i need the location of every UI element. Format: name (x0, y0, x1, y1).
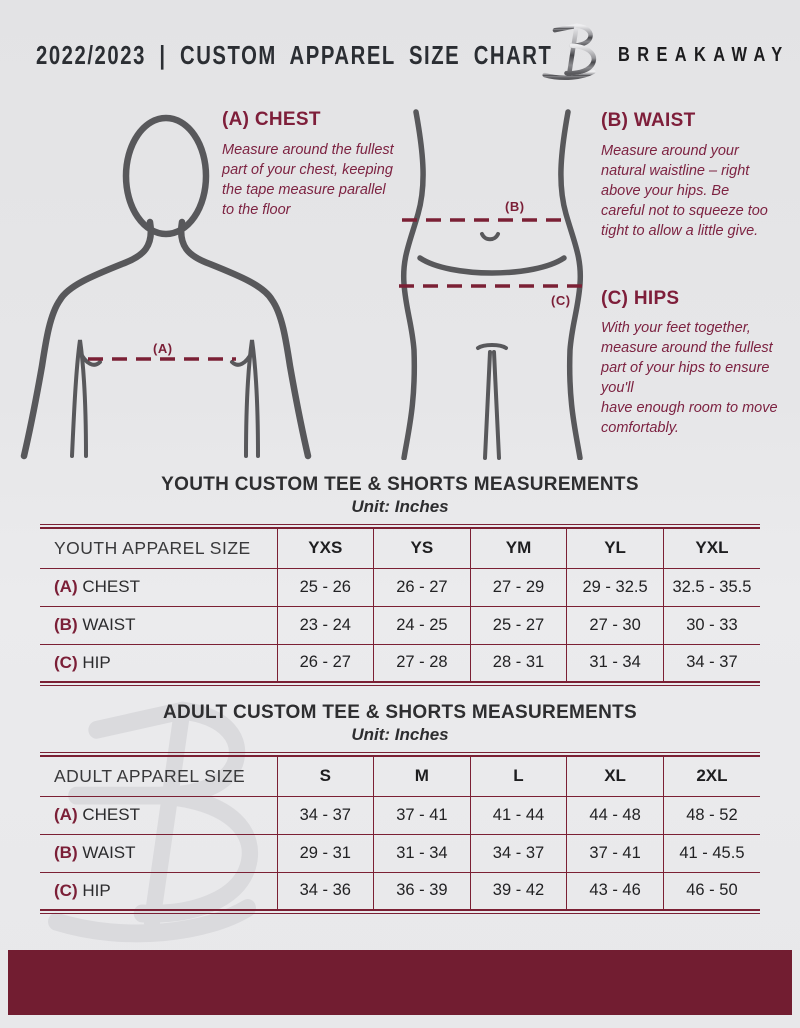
size-column-header: L (469, 756, 567, 797)
footer-bar (8, 950, 792, 1015)
lower-body-figure (399, 109, 586, 460)
measurement-row: (B) WAIST 23 - 24 24 - 25 25 - 27 27 - 30 30 … (40, 606, 760, 645)
waist-guide-description: Measure around your natural waistline – … (601, 143, 768, 239)
youth-size-section: YOUTH CUSTOM TEE & SHORTS MEASUREMENTS U… (40, 474, 760, 686)
size-label-cell: YOUTH APPAREL SIZE (40, 528, 277, 569)
hips-guide-heading: (C) HIPS (601, 288, 680, 309)
size-column-header: YXL (662, 528, 760, 569)
measurement-value-cell: 34 - 36 (276, 872, 374, 910)
measurement-row: (B) WAIST 29 - 31 31 - 34 34 - 37 37 - 41 41 … (40, 834, 760, 873)
measurement-row: (C) HIP 26 - 27 27 - 28 28 - 31 31 - 34 34 - … (40, 644, 760, 682)
measurement-row: (A) CHEST 34 - 37 37 - 41 41 - 44 44 - 48 48 … (40, 796, 760, 835)
youth-measurements-table: YOUTH APPAREL SIZE YXS YS YM YL YXL (A) CHEST 2… (40, 527, 760, 683)
measurement-row: (C) HIP 34 - 36 36 - 39 39 - 42 43 - 46 46 - … (40, 872, 760, 910)
chest-guide-description: Measure around the fullest part of your … (222, 142, 394, 218)
measurement-value-cell: 24 - 25 (373, 606, 471, 645)
measurement-value-cell: 29 - 32.5 (566, 568, 664, 607)
adult-size-section: ADULT CUSTOM TEE & SHORTS MEASUREMENTS U… (40, 702, 760, 914)
youth-table-unit: Unit: Inches (351, 497, 449, 516)
size-column-header: YXS (276, 528, 374, 569)
measurement-value-cell: 26 - 27 (276, 644, 374, 682)
size-column-header: S (276, 756, 374, 797)
chest-line-marker: (A) (153, 341, 173, 356)
measurement-value-cell: 44 - 48 (566, 796, 664, 835)
brand-name: BREAKAWAY (618, 44, 790, 66)
size-column-header: XL (566, 756, 664, 797)
adult-table-unit: Unit: Inches (351, 725, 449, 744)
measurement-value-cell: 27 - 28 (373, 644, 471, 682)
measurement-value-cell: 23 - 24 (276, 606, 374, 645)
hips-guide-description: With your feet together, measure around … (601, 320, 778, 436)
waist-guide-heading: (B) WAIST (601, 110, 696, 131)
hips-line-marker: (C) (551, 293, 571, 308)
measurement-value-cell: 48 - 52 (662, 796, 760, 835)
measurement-value-cell: 27 - 30 (566, 606, 664, 645)
size-column-header: YL (566, 528, 664, 569)
measurement-value-cell: 36 - 39 (373, 872, 471, 910)
measurement-label-cell: (C) HIP (54, 652, 111, 672)
measurement-value-cell: 30 - 33 (662, 606, 760, 645)
measurement-value-cell: 28 - 31 (469, 644, 567, 682)
adult-table-title: ADULT CUSTOM TEE & SHORTS MEASUREMENTS (162, 702, 638, 723)
measurement-value-cell: 34 - 37 (469, 834, 567, 873)
size-column-header: 2XL (662, 756, 760, 797)
measurement-value-cell: 34 - 37 (662, 644, 760, 682)
size-column-header: YM (469, 528, 567, 569)
size-column-header: YS (373, 528, 471, 569)
measurement-value-cell: 29 - 31 (276, 834, 374, 873)
measurement-value-cell: 34 - 37 (276, 796, 374, 835)
youth-table-title: YOUTH CUSTOM TEE & SHORTS MEASUREMENTS (161, 474, 639, 495)
breakaway-logo-icon (542, 23, 597, 81)
size-column-header: M (373, 756, 471, 797)
measurement-label-cell: (B) WAIST (40, 834, 277, 873)
waist-line-marker: (B) (505, 199, 525, 214)
measurement-value-cell: 41 - 45.5 (662, 834, 760, 873)
adult-measurements-table: ADULT APPAREL SIZE S M L XL 2XL (A) CHEST 34 - … (40, 755, 760, 911)
measurement-value-cell: 37 - 41 (566, 834, 664, 873)
size-label-cell: ADULT APPAREL SIZE (40, 756, 277, 797)
measurement-value-cell: 41 - 44 (469, 796, 567, 835)
measurement-value-cell: 37 - 41 (373, 796, 471, 835)
measurement-value-cell: 25 - 27 (469, 606, 567, 645)
chest-guide-heading: (A) CHEST (222, 109, 321, 130)
measurement-value-cell: 46 - 50 (662, 872, 760, 910)
measurement-label-cell: (B) WAIST (40, 606, 277, 645)
measurement-label-cell: (A) CHEST (40, 796, 277, 835)
measurement-value-cell: 43 - 46 (566, 872, 664, 910)
measurement-row: (A) CHEST 25 - 26 26 - 27 27 - 29 29 - 32.5 3… (40, 568, 760, 607)
measurement-value-cell: 27 - 29 (469, 568, 567, 607)
measurement-value-cell: 25 - 26 (276, 568, 374, 607)
table-header-row: ADULT APPAREL SIZE S M L XL 2XL (40, 756, 760, 797)
measurement-label-cell: (A) CHEST (40, 568, 277, 607)
upper-body-figure (20, 114, 312, 460)
measurement-value-cell: 26 - 27 (373, 568, 471, 607)
measurement-value-cell: 31 - 34 (373, 834, 471, 873)
page-title: 2022/2023 | CUSTOM APPAREL SIZE CHART (36, 40, 553, 70)
measurement-value-cell: 31 - 34 (566, 644, 664, 682)
measurement-value-cell: 39 - 42 (469, 872, 567, 910)
measurement-label-cell: (C) HIP (54, 880, 111, 900)
table-header-row: YOUTH APPAREL SIZE YXS YS YM YL YXL (40, 528, 760, 569)
measurement-value-cell: 32.5 - 35.5 (662, 568, 760, 607)
